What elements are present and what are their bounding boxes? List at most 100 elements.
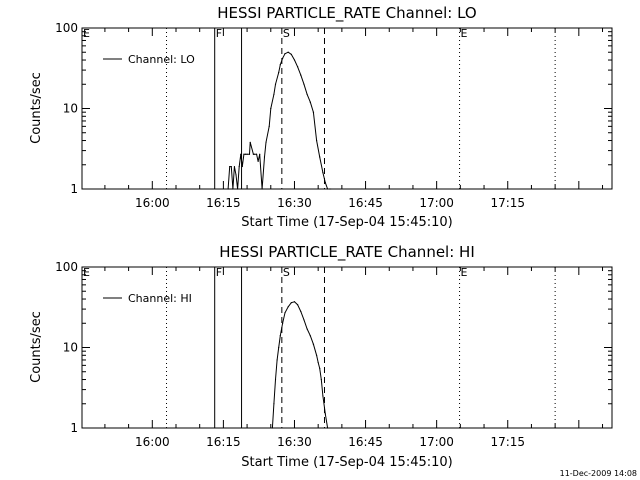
data-point: [230, 165, 232, 168]
data-point: [317, 361, 319, 364]
chart-title: HESSI PARTICLE_RATE Channel: LO: [217, 4, 476, 23]
data-point: [270, 107, 272, 110]
data-point: [282, 57, 284, 59]
data-point: [273, 93, 275, 95]
data-point: [279, 64, 281, 66]
data-point: [303, 83, 305, 85]
data-point: [278, 346, 280, 349]
x-axis-label: Start Time (17-Sep-04 15:45:10): [241, 455, 452, 470]
data-point: [297, 66, 299, 68]
data-point: [249, 141, 251, 143]
x-tick-label: 17:15: [490, 435, 525, 449]
data-point: [320, 378, 322, 381]
data-point: [309, 335, 311, 337]
series-line: [271, 301, 329, 429]
marker-label: E: [83, 27, 90, 40]
data-point: [233, 165, 236, 168]
marker-label: E: [461, 27, 468, 40]
data-point: [248, 153, 251, 155]
data-point: [306, 93, 308, 95]
data-point: [297, 304, 299, 306]
data-layer: [227, 51, 332, 190]
x-tick-label: 16:00: [135, 196, 170, 210]
data-point: [263, 156, 266, 158]
legend: Channel: HI: [103, 292, 192, 305]
marker-label: S: [283, 266, 290, 279]
data-point: [322, 395, 324, 397]
data-point: [287, 306, 289, 308]
data-point: [319, 156, 321, 158]
data-point: [315, 354, 318, 356]
data-point: [246, 153, 248, 155]
data-point: [259, 153, 261, 155]
data-point: [293, 301, 296, 303]
legend-label: Channel: LO: [128, 53, 195, 66]
legend: Channel: LO: [103, 53, 195, 66]
data-point: [276, 359, 278, 361]
x-tick-label: 16:15: [206, 435, 241, 449]
data-point: [253, 153, 255, 155]
data-point: [282, 322, 284, 324]
x-tick-label: 16:30: [277, 196, 312, 210]
data-layer: [271, 301, 329, 429]
legend-label: Channel: HI: [128, 292, 192, 305]
data-point: [319, 367, 321, 370]
marker-label: S: [283, 27, 290, 40]
data-point: [315, 139, 318, 142]
data-point: [237, 188, 239, 190]
y-axis-label: Counts/sec: [29, 72, 44, 144]
data-point: [257, 160, 259, 163]
data-point: [324, 182, 326, 184]
data-point: [268, 125, 270, 127]
data-point: [287, 51, 289, 53]
x-tick-label: 16:00: [135, 435, 170, 449]
axes-layer: 1 10 100 16:00 16:15 16:30 16:45 17:00 17:15: [55, 260, 613, 449]
marker-label: E: [83, 266, 90, 279]
y-tick-label: 10: [63, 102, 78, 116]
data-point: [273, 403, 275, 405]
y-axis-label: Counts/sec: [29, 311, 44, 383]
x-tick-label: 17:15: [490, 196, 525, 210]
footer-timestamp: 11-Dec-2009 14:08: [560, 469, 637, 478]
data-point: [303, 319, 305, 321]
data-point: [327, 427, 329, 429]
data-point: [309, 101, 311, 103]
data-point: [241, 165, 243, 168]
y-tick-label: 1: [70, 182, 78, 196]
data-point: [279, 335, 281, 337]
chart-panel-lo: HESSI PARTICLE_RATE Channel: LO Counts/s…: [29, 4, 613, 230]
x-tick-label: 17:00: [419, 435, 454, 449]
data-point: [290, 302, 292, 304]
data-point: [327, 188, 329, 190]
data-point: [274, 378, 277, 381]
data-point: [271, 427, 273, 429]
data-point: [238, 165, 240, 168]
data-point: [330, 188, 332, 190]
data-point: [300, 310, 302, 313]
data-point: [232, 188, 234, 190]
chart-panel-hi: HESSI PARTICLE_RATE Channel: HI Counts/s…: [29, 243, 613, 470]
x-tick-label: 16:45: [348, 196, 383, 210]
y-tick-label: 100: [55, 260, 78, 274]
data-point: [229, 165, 231, 168]
x-tick-label: 16:45: [348, 435, 383, 449]
y-tick-label: 100: [55, 21, 78, 35]
y-tick-label: 1: [70, 421, 78, 435]
data-point: [255, 153, 258, 155]
data-point: [235, 174, 237, 176]
data-point: [324, 413, 326, 415]
marker-label: F: [216, 27, 222, 40]
data-point: [261, 188, 263, 190]
data-point: [322, 171, 324, 174]
data-point: [278, 71, 280, 74]
data-point: [328, 188, 330, 190]
marker-label: F: [216, 266, 222, 279]
data-point: [244, 153, 247, 155]
marker-label: E: [461, 266, 468, 279]
chart-title: HESSI PARTICLE_RATE Channel: HI: [219, 243, 475, 262]
x-tick-label: 16:30: [277, 435, 312, 449]
data-point: [300, 74, 302, 76]
